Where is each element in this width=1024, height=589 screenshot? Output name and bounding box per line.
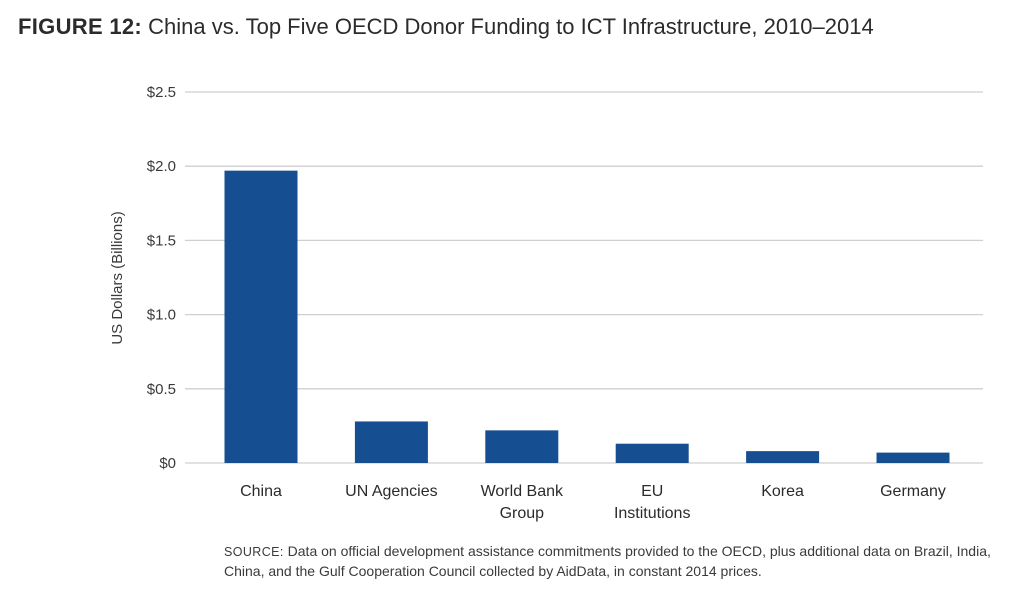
x-tick-label: Germany — [880, 483, 946, 500]
source-label: SOURCE: — [224, 545, 284, 559]
bar — [485, 430, 559, 463]
y-tick-label: $2.5 — [147, 84, 176, 101]
x-tick-label: EU — [641, 483, 663, 500]
bar — [746, 451, 820, 463]
bar — [876, 452, 950, 463]
bar — [615, 443, 689, 463]
y-tick-label: $1.5 — [147, 232, 176, 249]
bar-chart: $0 $0.5 $1.0 $1.5 $2.0 $2.5 US Dollars (Billio… — [109, 84, 983, 522]
x-tick-label: World Bank — [481, 483, 564, 500]
y-axis-label: US Dollars (Billions) — [109, 211, 126, 344]
y-tick-label: $2.0 — [147, 158, 176, 175]
y-tick-label: $0 — [159, 455, 176, 472]
figure-title: FIGURE 12: China vs. Top Five OECD Donor… — [18, 14, 874, 40]
y-tick-label: $1.0 — [147, 307, 176, 324]
x-tick-label: UN Agencies — [345, 483, 438, 500]
y-tick-label: $0.5 — [147, 381, 176, 398]
bar — [224, 170, 298, 464]
source-text: Data on official development assistance … — [224, 543, 991, 579]
bar — [354, 421, 428, 463]
figure-label: FIGURE 12: — [18, 14, 143, 39]
figure-title-text: China vs. Top Five OECD Donor Funding to… — [148, 14, 874, 39]
x-tick-label: Institutions — [614, 505, 690, 522]
source-note: SOURCE: Data on official development ass… — [224, 542, 1014, 581]
x-tick-label: China — [240, 483, 282, 500]
x-tick-label: Group — [500, 505, 545, 522]
x-tick-label: Korea — [761, 483, 804, 500]
